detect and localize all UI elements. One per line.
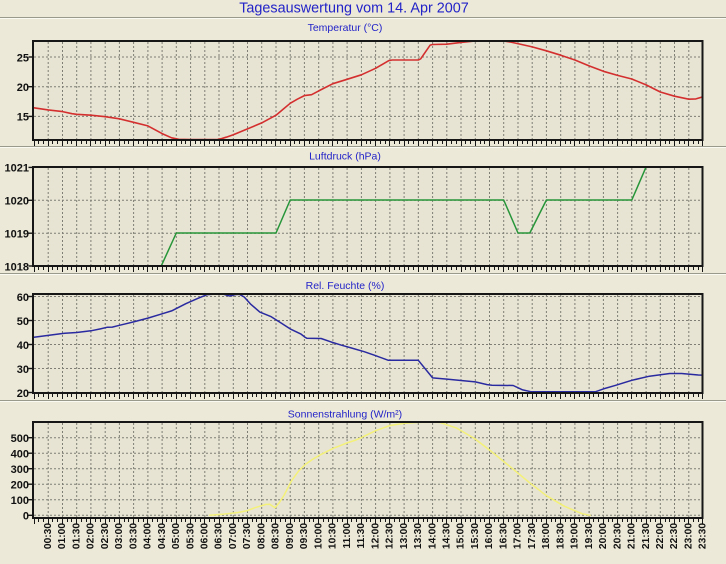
svg-text:60: 60	[17, 292, 29, 304]
svg-text:09:30: 09:30	[299, 523, 310, 549]
svg-text:12:30: 12:30	[385, 523, 396, 549]
svg-text:300: 300	[11, 464, 29, 476]
svg-text:03:30: 03:30	[128, 523, 139, 549]
svg-text:07:00: 07:00	[228, 523, 239, 549]
svg-text:07:30: 07:30	[242, 523, 253, 549]
svg-text:18:00: 18:00	[541, 523, 552, 549]
svg-text:10:00: 10:00	[313, 523, 324, 549]
svg-text:08:30: 08:30	[271, 523, 282, 549]
svg-text:30: 30	[17, 364, 29, 376]
svg-text:23:00: 23:00	[683, 523, 694, 549]
svg-text:04:30: 04:30	[157, 523, 168, 549]
svg-text:1020: 1020	[5, 196, 29, 208]
svg-text:01:30: 01:30	[71, 523, 82, 549]
svg-text:21:00: 21:00	[626, 523, 637, 549]
svg-text:16:00: 16:00	[484, 523, 495, 549]
svg-text:14:00: 14:00	[427, 523, 438, 549]
svg-text:25: 25	[17, 52, 29, 64]
svg-text:16:30: 16:30	[498, 523, 509, 549]
svg-text:02:00: 02:00	[86, 523, 97, 549]
svg-text:02:30: 02:30	[100, 523, 111, 549]
svg-text:19:00: 19:00	[570, 523, 581, 549]
svg-text:10:30: 10:30	[328, 523, 339, 549]
svg-text:17:00: 17:00	[513, 523, 524, 549]
svg-text:06:30: 06:30	[214, 523, 225, 549]
svg-text:06:00: 06:00	[199, 523, 210, 549]
svg-text:05:30: 05:30	[185, 523, 196, 549]
svg-text:400: 400	[11, 449, 29, 461]
svg-text:Rel. Feuchte (%): Rel. Feuchte (%)	[306, 280, 385, 292]
svg-text:200: 200	[11, 480, 29, 492]
svg-text:Luftdruck (hPa): Luftdruck (hPa)	[309, 151, 381, 163]
svg-text:50: 50	[17, 316, 29, 328]
svg-text:05:00: 05:00	[171, 523, 182, 549]
svg-text:18:30: 18:30	[555, 523, 566, 549]
svg-text:0: 0	[23, 511, 29, 523]
svg-text:03:00: 03:00	[114, 523, 125, 549]
svg-text:1019: 1019	[5, 229, 29, 241]
svg-text:1021: 1021	[5, 163, 29, 175]
svg-text:14:30: 14:30	[441, 523, 452, 549]
svg-text:11:00: 11:00	[342, 523, 353, 549]
svg-text:20:00: 20:00	[598, 523, 609, 549]
svg-text:13:30: 13:30	[413, 523, 424, 549]
svg-text:1018: 1018	[5, 261, 29, 273]
svg-text:Temperatur (°C): Temperatur (°C)	[308, 22, 383, 34]
svg-text:15:00: 15:00	[456, 523, 467, 549]
svg-text:22:30: 22:30	[669, 523, 680, 549]
svg-text:22:00: 22:00	[655, 523, 666, 549]
svg-text:40: 40	[17, 340, 29, 352]
svg-text:20: 20	[17, 82, 29, 94]
svg-text:12:00: 12:00	[370, 523, 381, 549]
svg-text:08:00: 08:00	[256, 523, 267, 549]
svg-text:100: 100	[11, 495, 29, 507]
svg-text:11:30: 11:30	[356, 523, 367, 549]
svg-text:Sonnenstrahlung (W/m²): Sonnenstrahlung (W/m²)	[288, 409, 402, 421]
svg-text:20: 20	[17, 388, 29, 400]
svg-text:Tagesauswertung vom 14. Apr 20: Tagesauswertung vom 14. Apr 2007	[239, 1, 469, 17]
svg-text:19:30: 19:30	[584, 523, 595, 549]
svg-text:500: 500	[11, 433, 29, 445]
svg-text:01:00: 01:00	[57, 523, 68, 549]
svg-text:15: 15	[17, 112, 29, 124]
svg-text:20:30: 20:30	[612, 523, 623, 549]
svg-text:21:30: 21:30	[641, 523, 652, 549]
svg-text:09:00: 09:00	[285, 523, 296, 549]
svg-text:13:00: 13:00	[399, 523, 410, 549]
svg-text:17:30: 17:30	[527, 523, 538, 549]
svg-text:15:30: 15:30	[470, 523, 481, 549]
svg-text:04:00: 04:00	[143, 523, 154, 549]
svg-text:23:30: 23:30	[698, 523, 709, 549]
svg-text:00:30: 00:30	[43, 523, 54, 549]
